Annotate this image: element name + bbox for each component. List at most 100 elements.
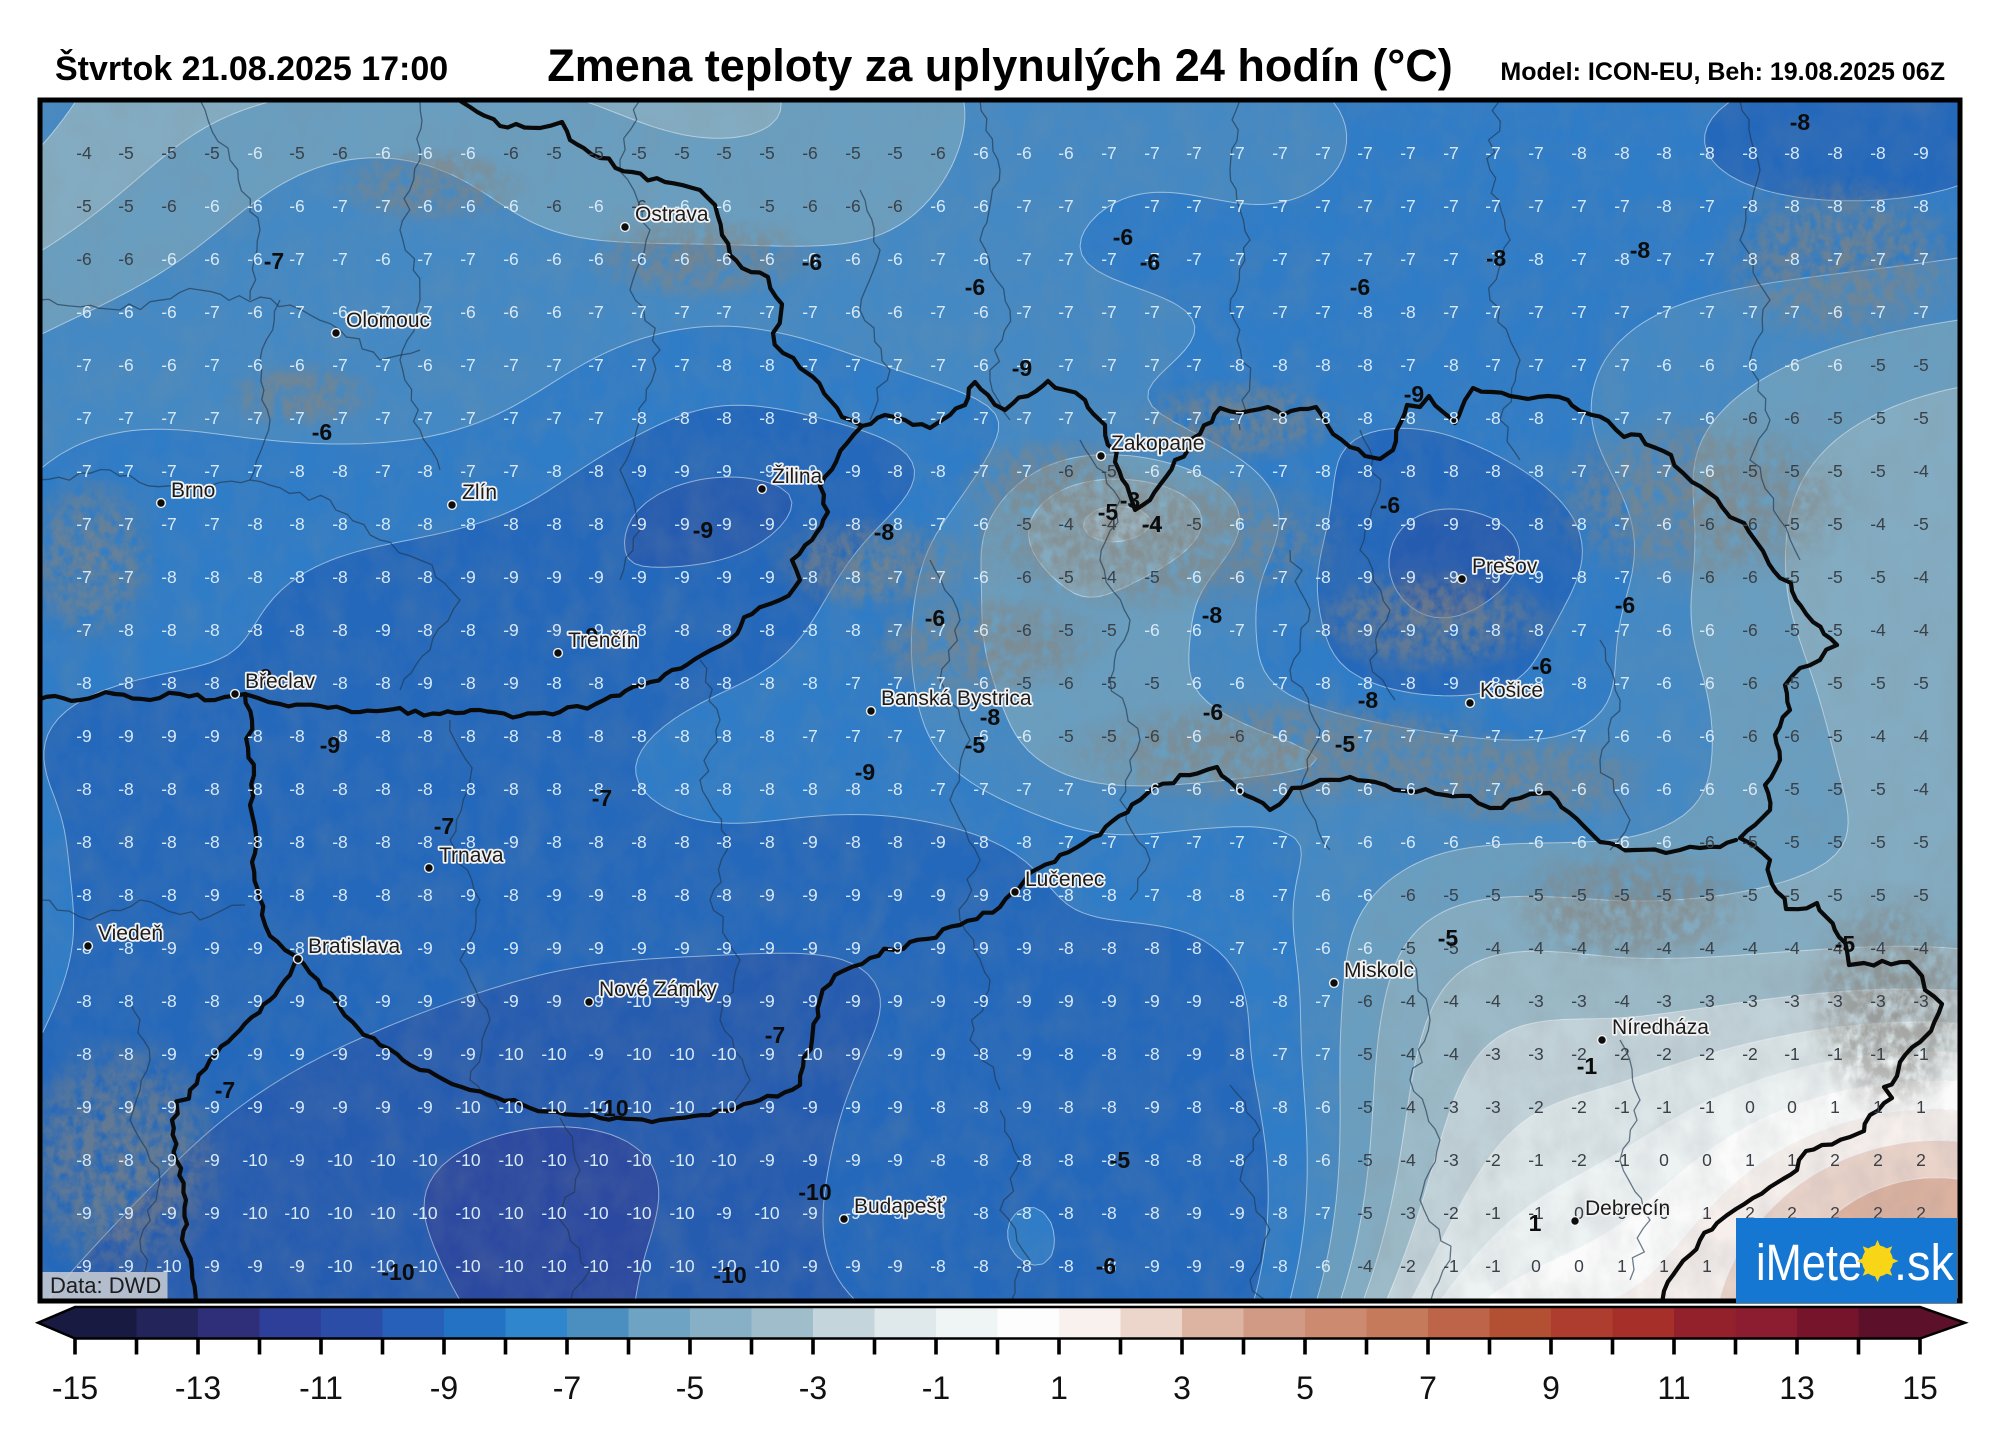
svg-text:-8: -8 xyxy=(588,673,604,693)
svg-text:-8: -8 xyxy=(802,673,818,693)
svg-text:-2: -2 xyxy=(1443,1203,1459,1223)
svg-text:-8: -8 xyxy=(1144,1203,1160,1223)
svg-text:-9: -9 xyxy=(320,732,340,758)
svg-text:-5: -5 xyxy=(1742,461,1758,481)
svg-text:-8: -8 xyxy=(674,620,690,640)
svg-text:-1: -1 xyxy=(922,1370,950,1406)
svg-text:-5: -5 xyxy=(1913,355,1929,375)
svg-text:-8: -8 xyxy=(76,885,92,905)
svg-text:-8: -8 xyxy=(1229,1044,1245,1064)
svg-text:-7: -7 xyxy=(588,408,604,428)
svg-text:-5: -5 xyxy=(1101,673,1117,693)
svg-text:-8: -8 xyxy=(1357,302,1373,322)
svg-text:-8: -8 xyxy=(874,519,895,545)
svg-text:-7: -7 xyxy=(973,779,989,799)
svg-text:-7: -7 xyxy=(1144,355,1160,375)
svg-text:-9: -9 xyxy=(802,514,818,534)
svg-text:-8: -8 xyxy=(289,779,305,799)
svg-text:-7: -7 xyxy=(1229,620,1245,640)
svg-text:-8: -8 xyxy=(1400,408,1416,428)
svg-text:-4: -4 xyxy=(1913,567,1929,587)
svg-text:-8: -8 xyxy=(1443,461,1459,481)
svg-text:-6: -6 xyxy=(973,302,989,322)
svg-text:-7: -7 xyxy=(1400,355,1416,375)
svg-text:-9: -9 xyxy=(375,991,391,1011)
svg-text:-10: -10 xyxy=(455,1203,481,1223)
svg-text:-6: -6 xyxy=(1229,726,1245,746)
svg-text:-6: -6 xyxy=(1357,991,1373,1011)
svg-text:-8: -8 xyxy=(1101,1097,1117,1117)
svg-text:-6: -6 xyxy=(1699,408,1715,428)
svg-text:-1: -1 xyxy=(1870,1044,1886,1064)
svg-text:-6: -6 xyxy=(289,196,305,216)
svg-text:-7: -7 xyxy=(716,302,732,322)
svg-text:-8: -8 xyxy=(631,832,647,852)
svg-text:-2: -2 xyxy=(1571,1097,1587,1117)
svg-text:-8: -8 xyxy=(247,620,263,640)
svg-text:-8: -8 xyxy=(247,673,263,693)
svg-text:2: 2 xyxy=(1873,1150,1883,1170)
svg-text:2: 2 xyxy=(1830,1203,1840,1223)
svg-text:-6: -6 xyxy=(1742,514,1758,534)
svg-text:-8: -8 xyxy=(76,673,92,693)
svg-text:-9: -9 xyxy=(588,1044,604,1064)
svg-text:-7: -7 xyxy=(1571,461,1587,481)
svg-text:-6: -6 xyxy=(1699,673,1715,693)
svg-text:-8: -8 xyxy=(460,832,476,852)
svg-text:-6: -6 xyxy=(1229,514,1245,534)
svg-text:-10: -10 xyxy=(455,1150,481,1170)
svg-text:-7: -7 xyxy=(1144,885,1160,905)
svg-text:-7: -7 xyxy=(76,408,92,428)
svg-text:-9: -9 xyxy=(503,991,519,1011)
svg-text:-6: -6 xyxy=(1742,355,1758,375)
svg-text:-8: -8 xyxy=(802,779,818,799)
svg-text:-8: -8 xyxy=(1315,461,1331,481)
svg-text:-10: -10 xyxy=(669,1150,695,1170)
svg-text:-5: -5 xyxy=(1870,885,1886,905)
svg-text:-9: -9 xyxy=(1913,143,1929,163)
svg-text:-5: -5 xyxy=(1913,673,1929,693)
svg-text:9: 9 xyxy=(1542,1370,1560,1406)
svg-text:-6: -6 xyxy=(1742,726,1758,746)
svg-text:2: 2 xyxy=(1745,1203,1755,1223)
svg-text:-10: -10 xyxy=(381,1259,414,1285)
svg-text:-7: -7 xyxy=(503,355,519,375)
svg-text:-10: -10 xyxy=(156,1256,182,1276)
svg-text:-8: -8 xyxy=(1742,249,1758,269)
svg-text:-8: -8 xyxy=(1485,408,1501,428)
svg-text:-5: -5 xyxy=(1913,832,1929,852)
svg-text:-4: -4 xyxy=(1485,938,1501,958)
svg-text:-5: -5 xyxy=(1827,832,1843,852)
svg-text:-10: -10 xyxy=(797,1044,823,1064)
svg-text:-6: -6 xyxy=(965,274,985,300)
svg-text:-10: -10 xyxy=(669,1044,695,1064)
svg-text:-9: -9 xyxy=(759,461,775,481)
svg-text:-8: -8 xyxy=(1528,620,1544,640)
svg-text:-8: -8 xyxy=(1571,567,1587,587)
svg-text:-4: -4 xyxy=(1913,938,1929,958)
svg-text:-9: -9 xyxy=(118,1256,134,1276)
svg-text:-9: -9 xyxy=(1443,567,1459,587)
svg-text:-4: -4 xyxy=(1571,938,1587,958)
svg-text:-5: -5 xyxy=(1870,567,1886,587)
svg-text:-8: -8 xyxy=(204,991,220,1011)
svg-text:-2: -2 xyxy=(1571,1150,1587,1170)
svg-text:-7: -7 xyxy=(1058,196,1074,216)
svg-text:-9: -9 xyxy=(1443,673,1459,693)
svg-text:-1: -1 xyxy=(1485,1256,1501,1276)
svg-text:-10: -10 xyxy=(711,1044,737,1064)
svg-text:-10: -10 xyxy=(583,1150,609,1170)
svg-text:-8: -8 xyxy=(1357,408,1373,428)
svg-text:-5: -5 xyxy=(1443,938,1459,958)
svg-text:-8: -8 xyxy=(1870,196,1886,216)
svg-text:-9: -9 xyxy=(887,1203,903,1223)
svg-text:-6: -6 xyxy=(460,143,476,163)
svg-text:-7: -7 xyxy=(204,302,220,322)
svg-text:-6: -6 xyxy=(973,249,989,269)
svg-text:-7: -7 xyxy=(1656,408,1672,428)
svg-text:-6: -6 xyxy=(76,249,92,269)
svg-text:-8: -8 xyxy=(1614,143,1630,163)
svg-text:-1: -1 xyxy=(1784,1044,1800,1064)
svg-text:-6: -6 xyxy=(1101,779,1117,799)
svg-text:-5: -5 xyxy=(1827,885,1843,905)
